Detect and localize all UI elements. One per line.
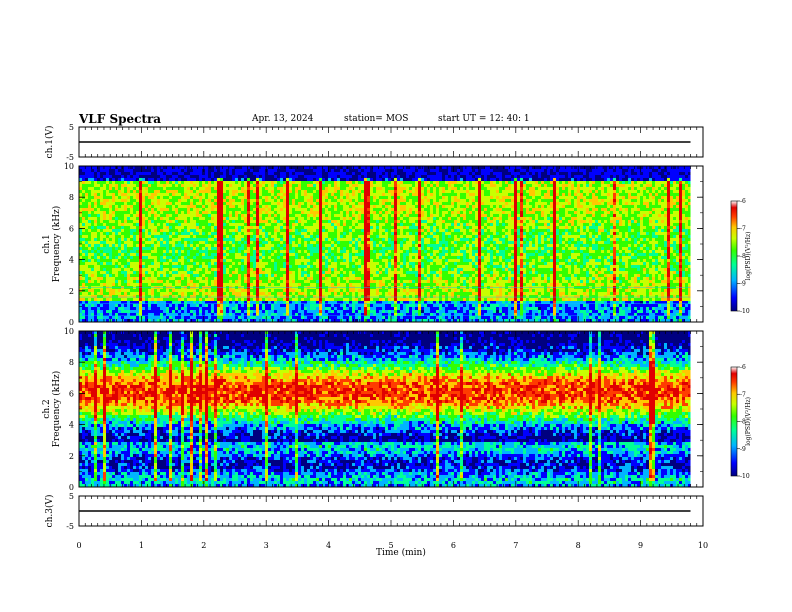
ch1-spectrogram-ytick-label: 0 [69,318,74,327]
ch1-spectrogram-ylabel-units: Frequency (kHz) [51,206,62,283]
ch2-spectrogram-colorbar-tick: -9 [740,446,746,453]
ch2-spectrogram-ytick-label: 2 [69,452,74,461]
ch2-spectrogram-ytick-label: 10 [64,327,74,336]
x-tick-label: 0 [76,541,81,550]
x-tick-label: 5 [388,541,393,550]
ch3-voltage-ylabel: ch.3(V) [44,495,55,528]
ch2-spectrogram-colorbar-tick: -8 [740,419,746,426]
ch2-spectrogram-heatmap [79,331,703,487]
ch1-spectrogram-panel: 0 2 4 6 8 10 ch.1 Frequency (kHz) -6 -7 -8 -9 -10 log… [42,162,752,327]
ch1-voltage-panel: 5 -5 ch.1(V) [44,123,704,162]
chart-title: VLF Spectra [79,112,161,126]
ch2-spectrogram-panel: 0 2 4 6 8 10 ch.2 Frequency (kHz) -6 -7 -8 -9 -10 log… [42,327,752,492]
ch1-spectrogram-ytick-label: 8 [69,193,74,202]
ch1-spectrogram-colorbar-tick: -8 [740,253,746,260]
ch2-spectrogram-colorbar-tick: -10 [740,473,750,480]
ch1-spectrogram-ytick-label: 2 [69,287,74,296]
ch2-spectrogram-colorbar-tick: -7 [740,391,746,398]
ch2-spectrogram-ytick-label: 4 [69,421,74,430]
ch3-voltage-ytick-label: 5 [69,492,74,501]
x-tick-label: 7 [513,541,518,550]
ch1-voltage-ylabel: ch.1(V) [44,126,55,159]
ch2-spectrogram-ytick-label: 6 [69,389,74,398]
x-axis-label: Time (min) [376,548,426,558]
ch2-spectrogram-ytick-label: 8 [69,358,74,367]
ch1-spectrogram-colorbar-label: log(PSD)(V²/Hz) [745,232,752,281]
ch3-voltage-ytick-label: -5 [66,522,74,531]
x-tick-label: 8 [576,541,581,550]
x-tick-label: 10 [698,541,708,550]
ch2-spectrogram-ytick-label: 0 [69,483,74,492]
ch3-voltage-panel: 5 -5 ch.3(V) [44,492,704,531]
x-tick-label: 3 [264,541,269,550]
start-time-label: start UT = 12: 40: 1 [438,114,530,124]
date-label: Apr. 13, 2024 [252,114,313,124]
ch1-spectrogram-colorbar-tick: -9 [740,281,746,288]
ch2-spectrogram-colorbar-label: log(PSD)(V²/Hz) [745,397,752,446]
ch1-spectrogram-ytick-label: 10 [64,162,74,171]
x-tick-label: 6 [451,541,456,550]
ch1-voltage-ytick-label: -5 [66,153,74,162]
ch1-spectrogram-ylabel: ch.1 [42,234,52,253]
ch1-spectrogram-heatmap [79,166,703,322]
ch2-spectrogram-colorbar: -6 -7 -8 -9 -10 log(PSD)(V²/Hz) [730,364,752,480]
ch1-spectrogram-colorbar-tick: -6 [740,198,746,205]
x-tick-label: 1 [139,541,144,550]
ch1-spectrogram-ytick-label: 6 [69,224,74,233]
x-tick-label: 9 [638,541,643,550]
ch1-voltage-ytick-label: 5 [69,123,74,132]
ch2-spectrogram-colorbar-tick: -6 [740,364,746,371]
x-tick-label: 2 [201,541,206,550]
ch2-spectrogram-ylabel-units: Frequency (kHz) [51,371,62,448]
ch2-spectrogram-ylabel: ch.2 [42,399,52,418]
station-label: station= MOS [344,114,408,124]
ch1-spectrogram-ytick-label: 4 [69,256,74,265]
x-tick-label: 4 [326,541,331,550]
ch1-spectrogram-colorbar: -6 -7 -8 -9 -10 log(PSD)(V²/Hz) [730,198,752,315]
ch1-spectrogram-colorbar-tick: -7 [740,226,746,233]
ch1-spectrogram-colorbar-tick: -10 [740,308,750,315]
